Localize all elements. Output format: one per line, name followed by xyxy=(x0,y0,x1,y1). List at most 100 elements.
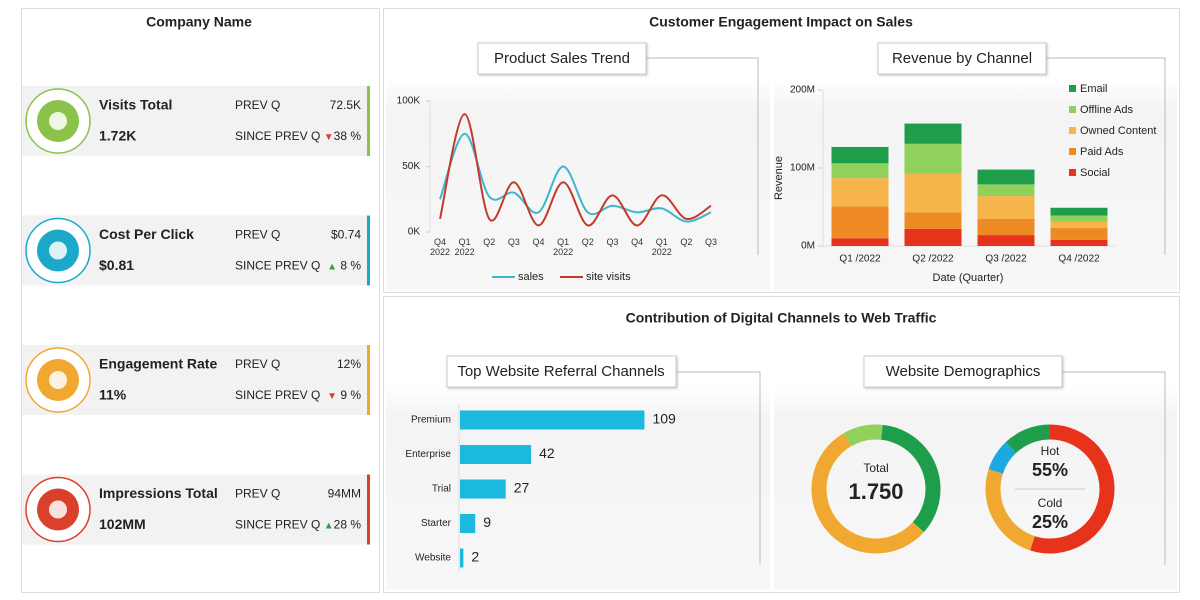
bar-segment xyxy=(1050,207,1108,216)
legend-label: site visits xyxy=(586,271,631,283)
kpi-label: Engagement Rate xyxy=(99,356,217,372)
bar-segment xyxy=(977,184,1035,197)
connectors xyxy=(646,57,1166,565)
legend-label: Paid Ads xyxy=(1080,146,1124,158)
legend-swatch xyxy=(1069,85,1076,92)
bar-segment xyxy=(904,173,962,213)
x-tick-label: Q4 2022 xyxy=(429,237,451,257)
x-tick-label: Q3 xyxy=(606,237,619,247)
bar-segment xyxy=(1050,239,1108,246)
card-accent xyxy=(367,215,370,286)
bar-segment xyxy=(831,163,889,179)
bar-segment xyxy=(904,228,962,246)
bar-segment xyxy=(831,238,889,246)
panel-title: Company Name xyxy=(146,14,252,30)
y-tick-label: 0K xyxy=(408,227,421,238)
kpi-value: 11% xyxy=(99,387,127,403)
since-label: SINCE PREV Q xyxy=(235,129,320,143)
prev-label: PREV Q xyxy=(235,228,280,242)
bar xyxy=(460,479,506,499)
x-tick-label: Q2 xyxy=(680,237,693,247)
legend-label: Owned Content xyxy=(1080,125,1156,137)
line xyxy=(439,113,712,227)
donut-segment xyxy=(1030,424,1115,554)
x-tick-label: Q4 /2022 xyxy=(1058,254,1100,265)
bar-segment xyxy=(904,212,962,229)
value-label: 27 xyxy=(514,480,530,496)
chart-title: Website Demographics xyxy=(886,363,1041,380)
bar-segment xyxy=(1050,221,1108,229)
y-tick-label: 100K xyxy=(397,96,421,107)
change-arrow: ▲ xyxy=(324,520,334,531)
since-label: SINCE PREV Q xyxy=(235,259,320,273)
x-tick-label: Q1 2022 xyxy=(454,237,475,257)
x-tick-label: Q2 /2022 xyxy=(912,254,954,265)
value-label: 9 xyxy=(483,514,491,530)
since-label: SINCE PREV Q xyxy=(235,388,320,402)
legend-swatch xyxy=(1069,169,1076,176)
bar xyxy=(460,445,532,464)
kpi-label: Visits Total xyxy=(99,97,172,113)
bar-segment xyxy=(831,146,889,164)
card-accent xyxy=(367,345,370,415)
change-arrow: ▼ xyxy=(327,391,337,402)
x-tick-label: Q3 /2022 xyxy=(985,254,1027,265)
x-tick-label: Q3 xyxy=(704,237,717,247)
bar xyxy=(460,548,464,568)
legend-swatch xyxy=(1069,127,1076,134)
legend-label: Offline Ads xyxy=(1080,104,1133,116)
change-value: 28 % xyxy=(334,518,362,532)
x-tick-label: Q4 xyxy=(631,237,644,247)
x-tick-label: Q1 2022 xyxy=(651,237,672,257)
legend-label: sales xyxy=(518,271,544,283)
y-tick-label: 50K xyxy=(402,161,420,172)
legend-swatch xyxy=(1069,106,1076,113)
chart-title: Product Sales Trend xyxy=(494,50,630,67)
prev-label: PREV Q xyxy=(235,357,280,371)
icon-detail xyxy=(49,371,67,389)
line xyxy=(439,132,712,223)
kpi-label: Cost Per Click xyxy=(99,226,194,242)
change-value: 8 % xyxy=(337,259,361,273)
change: ▼38 % xyxy=(324,129,362,143)
bar-segment xyxy=(831,206,889,239)
chart-title: Revenue by Channel xyxy=(892,50,1032,67)
x-tick-label: Q2 xyxy=(581,237,594,247)
bar-segment xyxy=(904,123,962,144)
prev-value: 12% xyxy=(337,357,361,371)
prev-value: 72.5K xyxy=(330,98,361,112)
center-label: Cold xyxy=(1038,496,1063,510)
chart-title: Top Website Referral Channels xyxy=(457,363,664,380)
card-accent xyxy=(367,86,370,156)
change-arrow: ▼ xyxy=(324,132,334,143)
y-axis-label: Revenue xyxy=(773,156,785,200)
bar xyxy=(460,514,476,533)
y-tick-label: Trial xyxy=(432,484,451,495)
bar-segment xyxy=(1050,215,1108,222)
y-tick-label: Starter xyxy=(421,518,452,529)
x-tick-label: Q2 xyxy=(483,237,496,247)
section-title: Customer Engagement Impact on Sales xyxy=(649,14,913,30)
center-value: 25% xyxy=(1032,512,1068,532)
change-arrow: ▲ xyxy=(327,261,337,272)
x-tick-label: Q1 /2022 xyxy=(839,254,881,265)
icon-detail xyxy=(49,241,67,260)
bar-segment xyxy=(977,169,1035,185)
change: ▲ 8 % xyxy=(327,259,361,273)
value-label: 2 xyxy=(471,549,479,565)
panel-title-boxes xyxy=(446,42,1063,388)
icon-detail xyxy=(49,500,67,519)
center-value: 55% xyxy=(1032,460,1068,480)
kpi-value: 102MM xyxy=(99,516,146,532)
icon-detail xyxy=(49,112,67,130)
bar-segment xyxy=(977,218,1035,236)
bar-segment xyxy=(977,196,1035,219)
panel-bg xyxy=(386,78,770,290)
y-tick-label: Enterprise xyxy=(405,449,451,460)
center-label: Total xyxy=(863,461,888,475)
change: ▲28 % xyxy=(324,518,362,532)
center-value: 1.750 xyxy=(848,479,903,504)
kpi-value: $0.81 xyxy=(99,257,134,273)
bar-segment xyxy=(977,235,1035,246)
